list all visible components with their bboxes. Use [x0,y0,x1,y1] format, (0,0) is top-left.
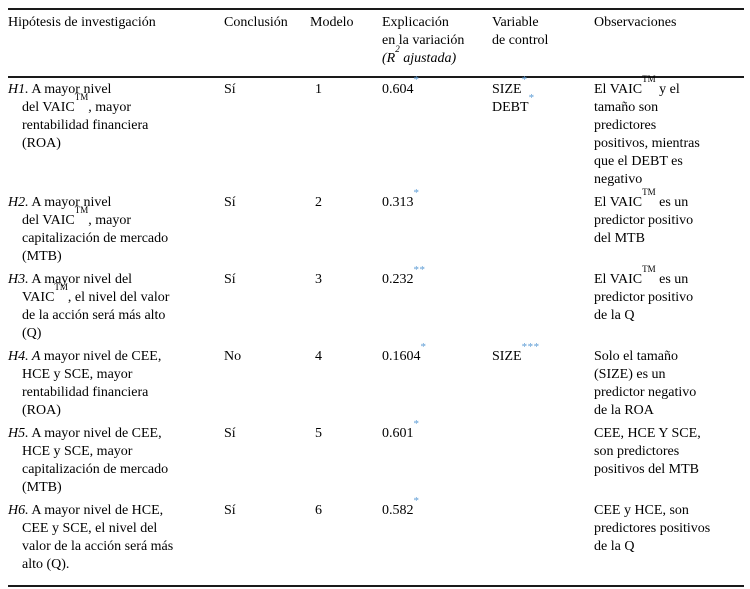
cell-hypothesis: H5. A mayor nivel de CEE, HCE y SCE, mayo… [8,425,169,495]
table-row-h4: H4. A mayor nivel de CEE, HCE y SCE, mayo… [8,341,744,425]
header-cell-control: Variable de control [492,15,549,48]
table-bottom-rule [8,584,744,587]
cell-model: 2 [315,194,322,210]
cell-hypothesis: H1. A mayor nivel del VAICTM, mayor rentab… [8,81,149,151]
table-row-h1: H1. A mayor nivel del VAICTM, mayor rentab… [8,74,744,194]
table-top-rule [8,8,744,10]
results-table: Hipótesis de investigación Conclusión Mo… [8,8,744,587]
cell-model: 6 [315,502,322,518]
cell-hypothesis: H2. A mayor nivel del VAICTM, mayor capita… [8,194,169,264]
table-row-h6: H6. A mayor nivel de HCE, CEE y SCE, el n… [8,495,744,579]
cell-r2: 0.1604* [382,341,427,364]
cell-model: 1 [315,81,322,97]
cell-r2: 0.604* [382,74,420,97]
cell-model: 3 [315,271,322,287]
table-row-h2: H2. A mayor nivel del VAICTM, mayor capita… [8,187,744,271]
table-row-h5: H5. A mayor nivel de CEE, HCE y SCE, mayo… [8,418,744,502]
cell-r2: 0.582* [382,495,420,518]
cell-conclusion: Sí [224,425,236,441]
cell-observations: El VAICTM es un predictor positivo del MTB [594,187,694,246]
cell-conclusion: Sí [224,194,236,210]
cell-model: 5 [315,425,322,441]
table-header-row: Hipótesis de investigación Conclusión Mo… [8,10,744,76]
cell-conclusion: Sí [224,81,236,97]
cell-observations: Solo el tamaño (SIZE) es un predictor nega… [594,348,697,418]
cell-conclusion: Sí [224,271,236,287]
header-cell-model: Modelo [310,15,354,30]
cell-conclusion: No [224,348,242,364]
table-header-rule [8,76,744,78]
cell-hypothesis: H3. A mayor nivel del VAICTM, el nivel de… [8,271,170,341]
cell-hypothesis: H4. A mayor nivel de CEE, HCE y SCE, mayo… [8,348,162,418]
table-row-h3: H3. A mayor nivel del VAICTM, el nivel de… [8,264,744,348]
header-cell-hypothesis: Hipótesis de investigación [8,15,156,30]
cell-observations: El VAICTM es un predictor positivo de la Q [594,264,694,323]
cell-observations: CEE, HCE Y SCE, son predictores positivos … [594,425,701,477]
header-cell-conclusion: Conclusión [224,15,288,30]
cell-hypothesis: H6. A mayor nivel de HCE, CEE y SCE, el n… [8,502,174,572]
cell-r2: 0.232** [382,264,426,287]
cell-r2: 0.313* [382,187,420,210]
cell-model: 4 [315,348,322,364]
cell-control: SIZE* DEBT* [492,74,535,115]
header-cell-r2: Explicación en la variación (R2 ajustada) [382,15,465,66]
cell-observations: El VAICTM y el tamaño son predictores posit… [594,74,700,187]
header-cell-observations: Observaciones [594,15,677,30]
cell-r2: 0.601* [382,418,420,441]
cell-observations: CEE y HCE, son predictores positivos de la… [594,502,711,554]
cell-control: SIZE*** [492,341,540,364]
cell-conclusion: Sí [224,502,236,518]
